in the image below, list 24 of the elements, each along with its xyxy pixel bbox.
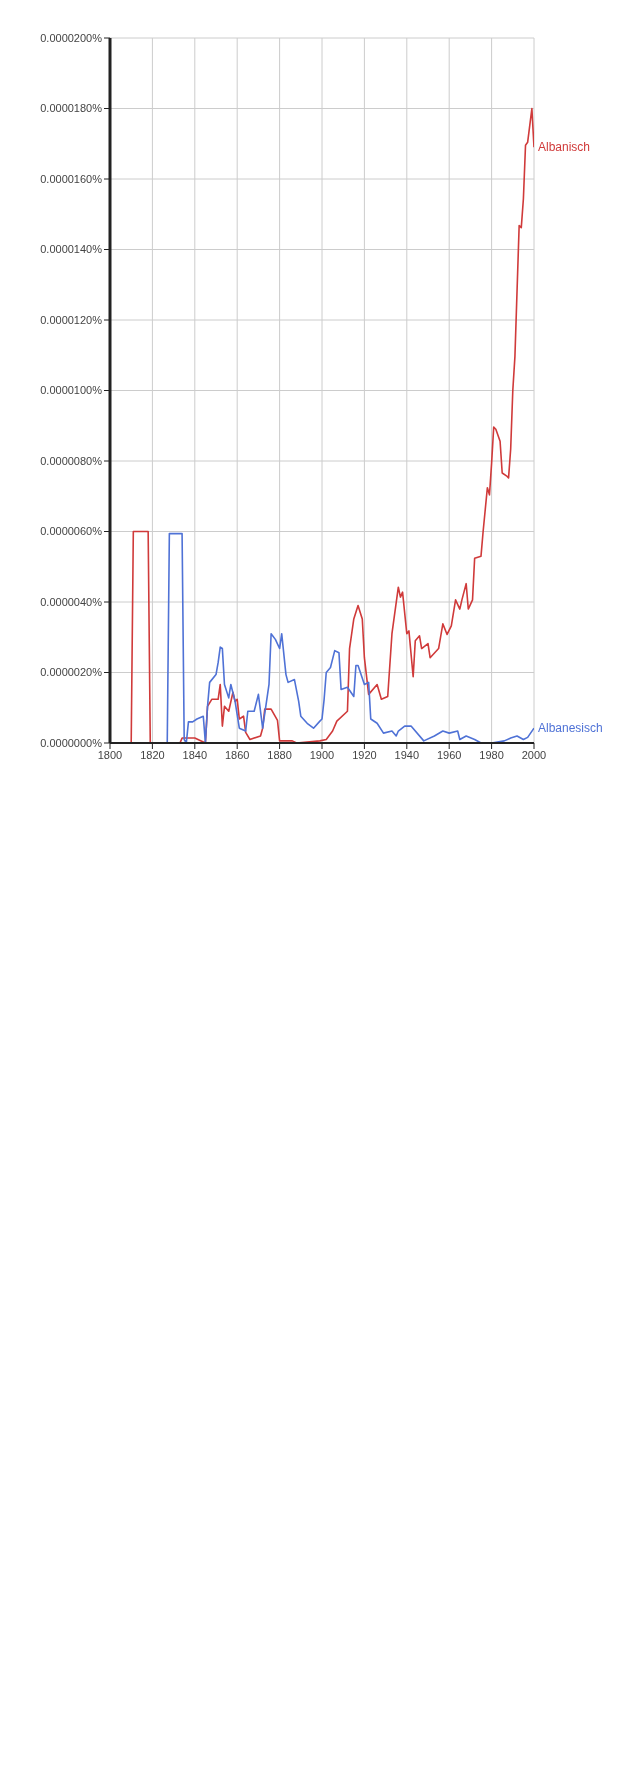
y-tick-label: 0.0000160% [40,172,103,185]
x-tick-label: 2000 [521,748,547,761]
series-label: Albanesisch [538,721,603,736]
x-tick-label: 1940 [394,748,420,761]
x-tick-label: 1920 [352,748,377,761]
y-tick-label: 0.0000080% [40,454,103,467]
y-tick-label: 0.0000140% [40,243,103,256]
x-tick-label: 1980 [479,748,504,761]
y-tick-label: 0.0000200% [40,31,103,44]
y-tick-label: 0.0000040% [40,595,103,608]
x-tick-label: 1860 [224,748,250,761]
series-label: Albanisch [538,140,591,155]
x-tick-label: 1840 [182,748,208,761]
y-tick-label: 0.0000060% [40,525,103,538]
x-tick-label: 1820 [140,748,165,761]
y-tick-label: 0.0000100% [40,384,103,397]
y-tick-label: 0.0000020% [40,666,103,679]
x-tick-label: 1960 [436,748,462,761]
y-tick-label: 0.0000120% [40,313,103,326]
x-tick-label: 1880 [267,748,292,761]
x-tick-label: 1900 [309,748,335,761]
x-tick-label: 1800 [97,748,123,761]
y-tick-label: 0.0000000% [40,736,103,749]
y-tick-label: 0.0000180% [40,102,103,115]
